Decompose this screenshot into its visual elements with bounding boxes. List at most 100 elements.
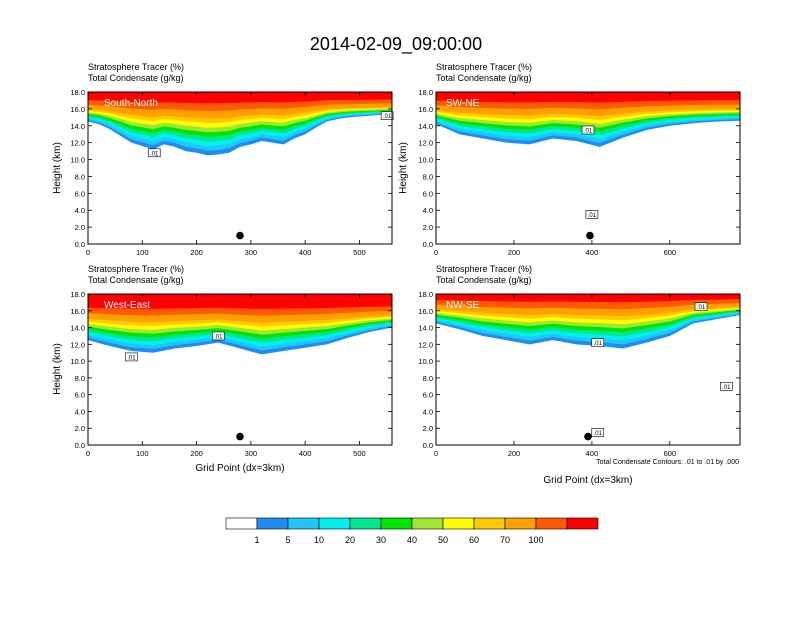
plot-area: .01 .01 .01 .01 0.0 2.0 4.0 6.0 8.0 10.0 12.0 14.0 1… — [418, 290, 741, 458]
colorbar-label: 100 — [528, 535, 543, 545]
y-tick-label: 14.0 — [418, 122, 433, 131]
x-tick-label: 500 — [353, 449, 366, 458]
x-tick-label: 400 — [586, 248, 599, 257]
y-tick-label: 10.0 — [70, 156, 85, 165]
y-tick-label: 0.0 — [423, 240, 433, 249]
y-tick-label: 10.0 — [418, 156, 433, 165]
y-tick-label: 4.0 — [423, 407, 433, 416]
x-tick-label: 300 — [245, 449, 258, 458]
y-tick-label: 6.0 — [75, 391, 85, 400]
location-marker — [236, 432, 244, 441]
y-tick-label: 12.0 — [70, 340, 85, 349]
colorbar-swatch — [442, 517, 475, 530]
colorbar-label: 5 — [285, 535, 290, 545]
x-tick-label: 100 — [136, 449, 149, 458]
location-marker — [586, 231, 594, 240]
plot-frame — [435, 91, 741, 245]
y-tick-label: 8.0 — [75, 172, 85, 181]
contour-label: .01 — [127, 355, 136, 361]
x-tick-label: 0 — [434, 248, 438, 257]
y-tick-label: 2.0 — [75, 424, 85, 433]
colorbar-swatch — [380, 517, 413, 530]
y-tick-label: 10.0 — [418, 357, 433, 366]
y-tick-label: 12.0 — [418, 139, 433, 148]
y-tick-label: 2.0 — [423, 223, 433, 232]
colorbar: 1 5 10 20 30 40 50 60 70 100 — [225, 517, 599, 545]
y-tick-label: 0.0 — [75, 441, 85, 450]
panel-header-line1: Stratosphere Tracer (%) — [436, 62, 532, 72]
contour-label: .01 — [383, 114, 392, 120]
x-tick-label: 300 — [245, 248, 258, 257]
contour-label: .01 — [594, 431, 603, 437]
x-tick-label: 0 — [434, 449, 438, 458]
plot-frame — [87, 293, 393, 446]
panel-header-line1: Stratosphere Tracer (%) — [436, 264, 532, 274]
contour-label-box — [591, 338, 605, 347]
x-tick-label: 200 — [508, 449, 521, 458]
x-axis-label: Grid Point (dx=3km) — [543, 475, 632, 486]
x-tick-label: 400 — [299, 449, 312, 458]
colorbar-swatch — [287, 517, 320, 530]
tracer-field — [436, 92, 740, 147]
plot-area: .01 .01 0.0 2.0 4.0 6.0 8.0 10.0 12.0 14.0 16.0 18.… — [70, 88, 394, 257]
y-tick-label: 4.0 — [75, 407, 85, 416]
colorbar-swatch — [318, 517, 351, 530]
tracer-field — [88, 294, 392, 355]
y-axis-label: Height (km) — [398, 142, 409, 194]
panel-west-east: Stratosphere Tracer (%) Total Condensate… — [52, 264, 393, 474]
y-tick-label: 12.0 — [418, 340, 433, 349]
footnote: Total Condensate Contours: .01 to .01 by… — [596, 459, 739, 466]
y-tick-label: 18.0 — [418, 88, 433, 97]
x-tick-label: 400 — [586, 449, 599, 458]
contour-label-box — [380, 111, 394, 120]
x-tick-label: 500 — [353, 248, 366, 257]
y-tick-label: 16.0 — [418, 105, 433, 114]
location-marker — [236, 231, 244, 240]
colorbar-swatch — [504, 517, 537, 530]
y-tick-label: 18.0 — [70, 290, 85, 299]
plot-area: .01 .01 0.0 2.0 4.0 6.0 8.0 10.0 12.0 14.0 16.0 18.… — [418, 88, 741, 257]
contour-label-box — [211, 331, 225, 341]
x-axis-label: Grid Point (dx=3km) — [195, 463, 284, 474]
contour-label-box — [720, 381, 733, 391]
contour-label: .01 — [594, 341, 603, 347]
plot-frame — [435, 293, 741, 446]
contour-label-box — [585, 210, 599, 219]
y-tick-label: 18.0 — [70, 88, 85, 97]
x-tick-label: 0 — [86, 248, 90, 257]
y-tick-label: 4.0 — [75, 206, 85, 215]
colorbar-label: 40 — [407, 535, 417, 545]
x-tick-label: 200 — [190, 449, 203, 458]
y-tick-label: 8.0 — [75, 374, 85, 383]
colorbar-label: 20 — [345, 535, 355, 545]
contour-label: .01 — [214, 334, 223, 340]
tracer-band — [436, 294, 740, 303]
section-label: West-East — [104, 300, 150, 311]
x-tick-label: 600 — [664, 449, 677, 458]
plot-area: .01 .01 0.0 2.0 4.0 6.0 8.0 10.0 12.0 14.0 16.0 18.… — [70, 290, 393, 458]
colorbar-label: 1 — [254, 535, 259, 545]
y-tick-label: 16.0 — [70, 105, 85, 114]
colorbar-label: 60 — [469, 535, 479, 545]
y-tick-label: 8.0 — [423, 172, 433, 181]
y-tick-label: 0.0 — [75, 240, 85, 249]
y-tick-label: 14.0 — [70, 122, 85, 131]
colorbar-label: 70 — [500, 535, 510, 545]
y-tick-label: 16.0 — [418, 307, 433, 316]
figure-title: 2014-02-09_09:00:00 — [310, 34, 482, 55]
section-label: South-North — [104, 98, 158, 109]
tracer-band — [88, 294, 392, 309]
contour-label-box — [694, 302, 708, 311]
contour-label-box — [591, 428, 605, 437]
y-tick-label: 6.0 — [423, 391, 433, 400]
colorbar-swatch — [256, 517, 289, 530]
y-tick-label: 0.0 — [423, 441, 433, 450]
x-tick-label: 0 — [86, 449, 90, 458]
panel-header-line2: Total Condensate (g/kg) — [88, 73, 184, 83]
section-label: SW-NE — [446, 98, 479, 109]
y-axis-label: Height (km) — [52, 343, 63, 395]
panel-header-line2: Total Condensate (g/kg) — [436, 73, 532, 83]
y-tick-label: 14.0 — [70, 324, 85, 333]
y-tick-label: 16.0 — [70, 307, 85, 316]
